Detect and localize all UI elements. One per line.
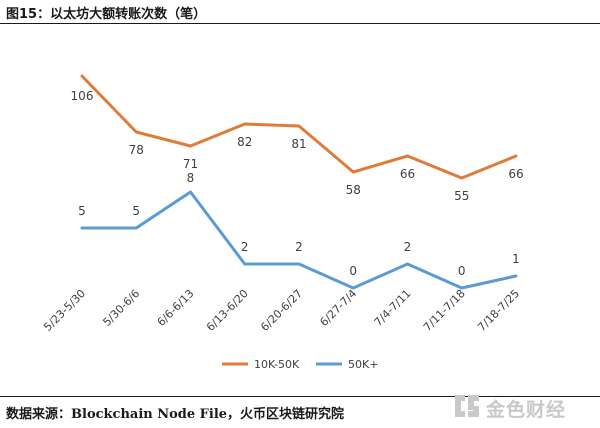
data-label: 8 <box>187 171 195 185</box>
series-10K-50K: 106 78 71 82 81 58 66 55 66 <box>71 74 524 203</box>
data-point <box>515 275 517 277</box>
x-tick-label: 7/4-7/11 <box>372 287 414 329</box>
x-tick-label: 5/23-5/30 <box>41 287 88 334</box>
chart-title: 图15：以太坊大额转账次数（笔） <box>6 7 207 22</box>
source-label: 数据来源： <box>6 407 72 422</box>
data-point <box>298 125 300 127</box>
data-label: 5 <box>78 204 86 218</box>
line-chart: 5/23-5/30 5/30-6/6 6/6-6/13 6/13-6/20 6/20-6… <box>41 74 524 371</box>
data-label: 81 <box>291 137 306 151</box>
x-tick-label: 6/27-7/4 <box>317 287 359 329</box>
data-point <box>244 123 246 125</box>
data-label: 58 <box>346 183 361 197</box>
x-tick-label: 7/11-7/18 <box>421 287 468 334</box>
source-note: 数据来源：Blockchain Node File，火币区块链研究院 <box>6 403 344 422</box>
data-label: 5 <box>132 204 140 218</box>
data-label: 2 <box>404 240 412 254</box>
data-point <box>135 131 137 133</box>
x-tick-label: 6/13-6/20 <box>204 287 251 334</box>
data-point <box>244 263 246 265</box>
data-point <box>190 191 191 193</box>
watermark: 金色财经 <box>452 389 592 423</box>
data-point <box>407 155 408 157</box>
x-tick-labels: 5/23-5/30 5/30-6/6 6/6-6/13 6/13-6/20 6/20-6… <box>41 287 522 334</box>
bottom-rule <box>0 396 600 397</box>
data-point <box>298 263 300 265</box>
legend: 10K-50K 50K+ <box>222 358 378 371</box>
data-point <box>515 155 517 157</box>
series-line-10K-50K <box>80 74 518 180</box>
data-label: 106 <box>71 89 94 103</box>
data-point <box>81 227 83 229</box>
data-label: 78 <box>129 143 144 157</box>
data-point <box>81 75 83 77</box>
data-label: 55 <box>454 189 469 203</box>
top-rule <box>0 23 600 24</box>
x-tick-label: 7/18-7/25 <box>475 287 522 334</box>
data-point <box>135 227 137 229</box>
data-point <box>352 171 354 173</box>
golden-finance-logo-icon <box>455 395 479 417</box>
data-label: 82 <box>237 135 252 149</box>
data-label: 0 <box>349 264 357 278</box>
watermark-text: 金色财经 <box>486 399 567 421</box>
data-label: 0 <box>458 264 466 278</box>
source-text: Blockchain Node File，火币区块链研究院 <box>71 407 345 422</box>
data-label: 66 <box>508 167 523 181</box>
data-point <box>461 177 463 179</box>
data-label: 2 <box>295 240 303 254</box>
data-point <box>407 263 408 265</box>
data-label: 66 <box>400 167 415 181</box>
data-point <box>461 287 463 289</box>
x-tick-label: 6/6-6/13 <box>155 287 197 329</box>
data-label: 1 <box>512 252 520 266</box>
data-point <box>190 145 191 147</box>
x-tick-label: 6/20-6/27 <box>258 287 305 334</box>
legend-label-10K-50K: 10K-50K <box>254 358 300 371</box>
data-label: 2 <box>241 240 249 254</box>
data-point <box>352 287 354 289</box>
legend-label-50K+: 50K+ <box>348 358 378 371</box>
data-label: 71 <box>183 157 198 171</box>
x-tick-label: 5/30-6/6 <box>100 287 142 329</box>
